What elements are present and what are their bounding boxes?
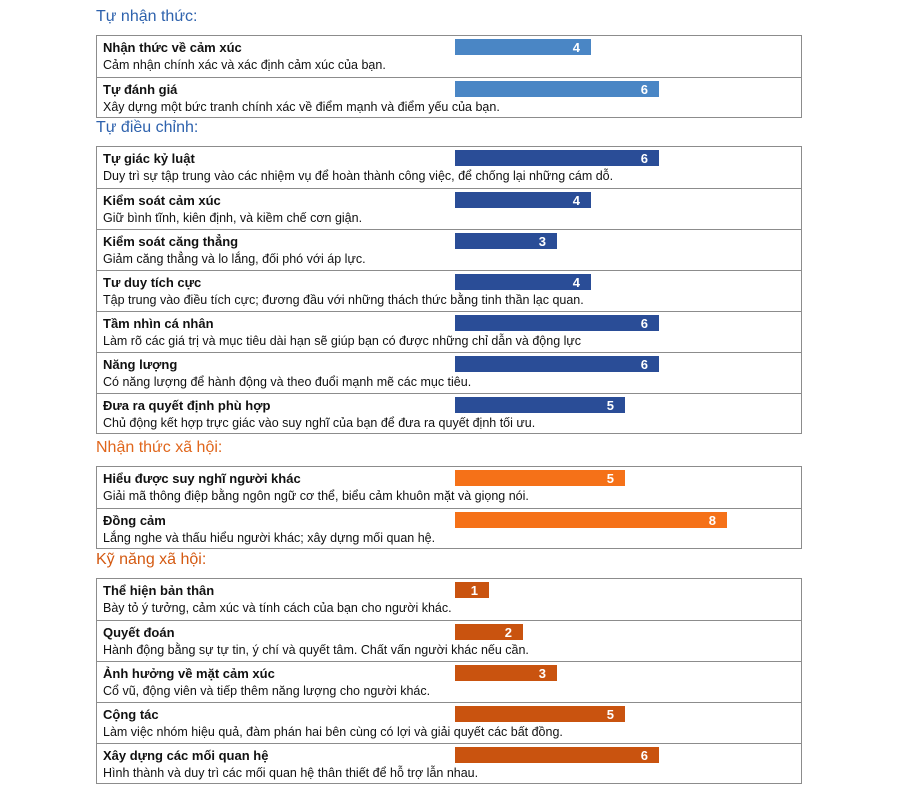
score-bar [455,706,625,722]
skill-row: Cộng tác Làm việc nhóm hiệu quả, đàm phán… [97,702,801,743]
score-bar [455,397,625,413]
section-title: Nhận thức xã hội: [96,439,223,456]
skill-row: Hiểu được suy nghĩ người khác Giải mã thô… [97,467,801,508]
skill-name: Kiểm soát cảm xúc [103,193,221,208]
skill-row: Tự giác kỷ luật Duy trì sự tập trung vào … [97,147,801,188]
score-bar [455,747,659,763]
score-value-label: 6 [640,357,648,372]
skill-name: Đưa ra quyết định phù hợp [103,398,271,413]
skill-name: Cộng tác [103,707,159,722]
section-title: Tự nhận thức: [96,8,198,25]
skill-row: Kiểm soát cảm xúc Giữ bình tĩnh, kiên địn… [97,188,801,229]
score-bar [455,274,591,290]
score-bar [455,356,659,372]
skill-name: Quyết đoán [103,625,175,640]
score-bar [455,512,727,528]
score-bar [455,150,659,166]
score-bar [455,665,557,681]
section-box: Nhận thức về cảm xúc Cảm nhận chính xác v… [96,35,802,118]
section-title: Kỹ năng xã hội: [96,551,207,568]
skill-row: Nhận thức về cảm xúc Cảm nhận chính xác v… [97,36,801,77]
section-box: Hiểu được suy nghĩ người khác Giải mã thô… [96,466,802,549]
skill-row: Ảnh hưởng về mặt cảm xúc Cổ vũ, động viên… [97,661,801,702]
skill-description: Giảm căng thẳng và lo lắng, đối phó với … [103,252,366,266]
section-box: Tự giác kỷ luật Duy trì sự tập trung vào … [96,146,802,434]
skill-row: Đồng cảm Lắng nghe và thấu hiểu người khá… [97,508,801,549]
skill-name: Tự giác kỷ luật [103,151,195,166]
section-box: Thể hiện bản thân Bày tỏ ý tưởng, cảm xúc… [96,578,802,784]
skill-description: Cảm nhận chính xác và xác định cảm xúc c… [103,58,386,72]
score-value-label: 3 [538,666,546,681]
skill-name: Nhận thức về cảm xúc [103,40,242,55]
section-title: Tự điều chỉnh: [96,119,199,136]
score-bar [455,81,659,97]
score-value-label: 8 [708,513,716,528]
skill-description: Hình thành và duy trì các mối quan hệ th… [103,766,479,780]
skill-name: Tư duy tích cực [103,275,202,290]
score-bar [455,315,659,331]
score-bar [455,582,489,598]
score-value-label: 6 [640,316,648,331]
score-value-label: 6 [640,82,648,97]
score-value-label: 6 [640,748,648,763]
score-value-label: 2 [504,625,512,640]
skill-description: Chủ động kết hợp trực giác vào suy nghĩ … [103,416,536,430]
skill-row: Đưa ra quyết định phù hợp Chủ động kết hợ… [97,393,801,434]
skill-row: Thể hiện bản thân Bày tỏ ý tưởng, cảm xúc… [97,579,801,620]
score-value-label: 3 [538,234,546,249]
skill-row: Quyết đoán Hành động bằng sự tự tin, ý ch… [97,620,801,661]
skill-name: Kiểm soát căng thẳng [103,234,239,249]
skill-name: Xây dựng các mối quan hệ [103,748,269,763]
skill-description: Có năng lượng để hành động và theo đuổi … [103,375,472,389]
skill-row: Năng lượng Có năng lượng để hành động và … [97,352,801,393]
score-bar [455,233,557,249]
skill-row: Tầm nhìn cá nhân Làm rõ các giá trị và mụ… [97,311,801,352]
score-value-label: 4 [572,40,580,55]
score-bar [455,470,625,486]
skill-description: Hành động bằng sự tự tin, ý chí và quyết… [103,643,529,657]
skill-name: Thể hiện bản thân [103,583,215,598]
skill-row: Tư duy tích cực Tập trung vào điều tích c… [97,270,801,311]
score-value-label: 1 [470,583,478,598]
skill-name: Tự đánh giá [103,82,178,97]
skill-row: Tự đánh giá Xây dựng một bức tranh chính … [97,77,801,118]
skill-description: Giải mã thông điệp bằng ngôn ngữ cơ thể,… [103,489,529,503]
skill-description: Bày tỏ ý tưởng, cảm xúc và tính cách của… [103,601,452,615]
score-bar [455,192,591,208]
score-bar [455,624,523,640]
score-value-label: 5 [606,707,614,722]
skill-description: Làm rõ các giá trị và mục tiêu dài hạn s… [103,334,582,348]
skill-name: Đồng cảm [103,513,166,528]
skill-description: Giữ bình tĩnh, kiên định, và kiềm chế cơ… [103,211,363,225]
skill-name: Tầm nhìn cá nhân [103,316,214,331]
score-value-label: 5 [606,398,614,413]
skill-name: Năng lượng [103,357,178,372]
score-value-label: 6 [640,151,648,166]
skill-description: Làm việc nhóm hiệu quả, đàm phán hai bên… [103,725,563,739]
skill-description: Duy trì sự tập trung vào các nhiệm vụ để… [103,169,614,183]
score-value-label: 4 [572,275,580,290]
skill-description: Cổ vũ, động viên và tiếp thêm năng lượng… [103,684,431,698]
score-value-label: 4 [572,193,580,208]
skill-row: Kiểm soát căng thẳng Giảm căng thẳng và l… [97,229,801,270]
skill-description: Lắng nghe và thấu hiểu người khác; xây d… [103,531,436,545]
skill-description: Tập trung vào điều tích cực; đương đầu v… [103,293,584,307]
skill-name: Ảnh hưởng về mặt cảm xúc [103,666,275,681]
skill-description: Xây dựng một bức tranh chính xác về điểm… [103,100,500,114]
skill-name: Hiểu được suy nghĩ người khác [103,471,301,486]
skill-row: Xây dựng các mối quan hệ Hình thành và du… [97,743,801,784]
score-bar [455,39,591,55]
score-value-label: 5 [606,471,614,486]
